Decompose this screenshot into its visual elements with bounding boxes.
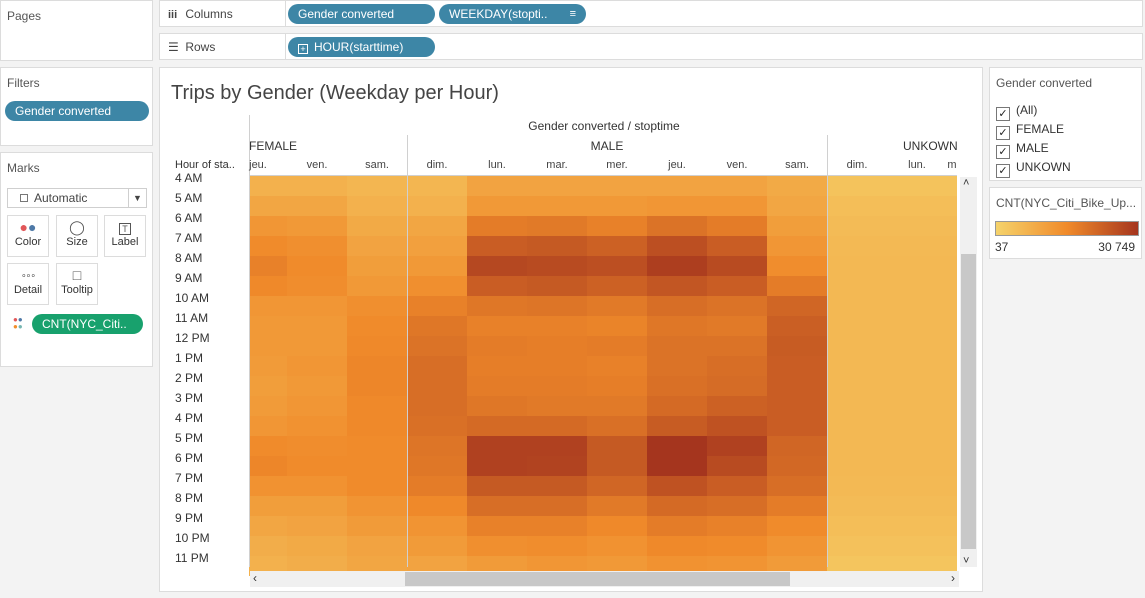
columns-label: iii Columns [168, 1, 233, 27]
checkbox-checked-icon[interactable]: ✓ [996, 145, 1010, 159]
legend-min-label: 37 [995, 240, 1009, 254]
filter-pill-gender[interactable]: Gender converted [5, 101, 149, 121]
label-icon: T [105, 216, 145, 236]
color-ramp [995, 221, 1139, 236]
rows-pill-hour[interactable]: + HOUR(starttime) [288, 37, 435, 57]
marks-title: Marks [7, 161, 40, 175]
checkbox-checked-icon[interactable]: ✓ [996, 107, 1010, 121]
checkbox-checked-icon[interactable]: ✓ [996, 126, 1010, 140]
expand-icon[interactable]: + [298, 44, 308, 54]
detail-button[interactable]: ∘∘∘ Detail [7, 263, 49, 305]
filter-option-all[interactable]: ✓ (All) [996, 102, 1037, 121]
size-button[interactable]: ◯ Size [56, 215, 98, 257]
filters-panel: Filters Gender converted [0, 67, 153, 146]
filters-title: Filters [7, 76, 40, 90]
vertical-scroll-thumb[interactable] [961, 254, 976, 549]
rows-shelf[interactable]: ☰ Rows + HOUR(starttime) [159, 33, 1143, 60]
scroll-right-icon[interactable]: › [951, 571, 955, 585]
mark-type-icon [20, 194, 28, 202]
viz-title: Trips by Gender (Weekday per Hour) [171, 82, 499, 104]
rows-icon: ☰ [168, 40, 179, 54]
col-header-title: Gender converted / stoptime [528, 119, 680, 133]
detail-icon: ∘∘∘ [21, 270, 36, 280]
checkbox-checked-icon[interactable]: ✓ [996, 164, 1010, 178]
tooltip-icon: □ [72, 267, 82, 283]
vertical-scrollbar[interactable]: ˄ ˅ [960, 177, 977, 567]
legend-max-label: 30 749 [1098, 240, 1135, 254]
color-button[interactable]: ●● Color [7, 215, 49, 257]
columns-icon: iii [168, 9, 178, 21]
color-legend-card: CNT(NYC_Citi_Bike_Up... 37 30 749 [989, 187, 1142, 259]
horizontal-scrollbar[interactable]: ‹ › [250, 571, 959, 587]
color-pill[interactable]: CNT(NYC_Citi.. [32, 314, 143, 334]
viz-panel: Trips by Gender (Weekday per Hour) Gende… [159, 67, 983, 592]
filter-option-female[interactable]: ✓ FEMALE [996, 121, 1064, 140]
sort-icon[interactable]: ≡ [569, 8, 576, 20]
gender-filter-card: Gender converted ✓ (All) ✓ FEMALE ✓ MALE ✓ U… [989, 67, 1142, 181]
filter-option-male[interactable]: ✓ MALE [996, 140, 1049, 159]
scroll-down-icon[interactable]: ˅ [963, 555, 970, 567]
tooltip-button[interactable]: □ Tooltip [56, 263, 98, 305]
horizontal-scroll-thumb[interactable] [405, 572, 790, 586]
filter-option-unkown[interactable]: ✓ UNKOWN [996, 159, 1071, 178]
color-legend-title: CNT(NYC_Citi_Bike_Up... [996, 196, 1137, 210]
mark-type-dropdown[interactable]: Automatic ▼ [7, 188, 147, 208]
columns-pill-weekday[interactable]: WEEKDAY(stopti.. ≡ [439, 4, 586, 24]
gender-filter-title: Gender converted [996, 76, 1093, 90]
rows-label: ☰ Rows [168, 34, 215, 60]
color-dots-icon: ●● [19, 219, 37, 235]
columns-shelf[interactable]: iii Columns Gender converted WEEKDAY(sto… [159, 0, 1143, 27]
scroll-left-icon[interactable]: ‹ [253, 571, 257, 585]
label-button[interactable]: T Label [104, 215, 146, 257]
pages-title: Pages [7, 9, 42, 23]
size-icon: ◯ [69, 219, 85, 235]
color-pill-icon: ●● ●● [13, 315, 23, 331]
columns-pill-gender[interactable]: Gender converted [288, 4, 435, 24]
pages-panel: Pages [0, 0, 153, 61]
marks-panel: Marks Automatic ▼ ●● Color ◯ Size T Labe… [0, 152, 153, 367]
scroll-up-icon[interactable]: ˄ [963, 177, 970, 189]
chevron-down-icon[interactable]: ▼ [128, 189, 146, 207]
